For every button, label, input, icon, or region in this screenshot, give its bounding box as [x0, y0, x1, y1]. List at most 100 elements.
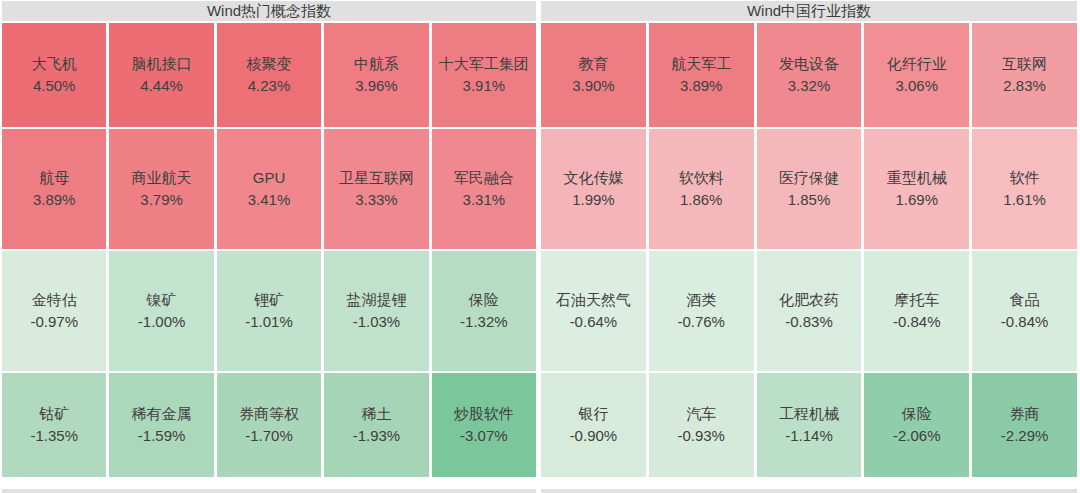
heatmap-cell[interactable]: 石油天然气-0.64%	[541, 251, 646, 371]
cell-label: GPU	[253, 167, 286, 189]
heatmap-cell[interactable]: 稀土-1.93%	[324, 373, 428, 477]
panel-china-industries: Wind中国行业指数 教育3.90%航天军工3.89%发电设备3.32%化纤行业…	[541, 1, 1077, 477]
cell-label: 酒类	[686, 289, 716, 311]
cell-value: 4.50%	[33, 75, 76, 97]
cell-value: 4.44%	[140, 75, 183, 97]
heatmap-cell[interactable]: 教育3.90%	[541, 23, 646, 127]
heatmap-cell[interactable]: 文化传媒1.99%	[541, 129, 646, 249]
cell-value: 3.89%	[680, 75, 723, 97]
heatmap-cell[interactable]: 航天军工3.89%	[649, 23, 754, 127]
cell-label: 卫星互联网	[339, 167, 414, 189]
heatmap-cell[interactable]: 券商等权-1.70%	[217, 373, 321, 477]
heatmap-row: 航母3.89%商业航天3.79%GPU3.41%卫星互联网3.33%军民融合3.…	[2, 129, 536, 249]
heatmap-row: 钴矿-1.35%稀有金属-1.59%券商等权-1.70%稀土-1.93%炒股软件…	[2, 373, 536, 477]
heatmap-cell[interactable]: 军民融合3.31%	[432, 129, 536, 249]
cell-label: 十大军工集团	[439, 53, 529, 75]
cell-value: -0.83%	[785, 311, 833, 333]
heatmap-cell[interactable]: 炒股软件-3.07%	[432, 373, 536, 477]
heatmap-cell[interactable]: 互联网2.83%	[972, 23, 1077, 127]
cell-value: -1.00%	[138, 311, 186, 333]
heatmap-row: 金特估-0.97%镍矿-1.00%锂矿-1.01%盐湖提锂-1.03%保险-1.…	[2, 251, 536, 371]
heatmap-cell[interactable]: 稀有金属-1.59%	[109, 373, 213, 477]
cell-value: -2.29%	[1001, 425, 1049, 447]
next-section-header-partial-left	[2, 489, 536, 493]
cell-value: 3.89%	[33, 189, 76, 211]
heatmap-row: 石油天然气-0.64%酒类-0.76%化肥农药-0.83%摩托车-0.84%食品…	[541, 251, 1077, 371]
panel-title-hot-concepts: Wind热门概念指数	[2, 1, 536, 21]
heatmap-cell[interactable]: 银行-0.90%	[541, 373, 646, 477]
cell-label: 脑机接口	[132, 53, 192, 75]
cell-value: 1.99%	[572, 189, 615, 211]
cell-label: 券商	[1010, 403, 1040, 425]
cell-value: -0.64%	[570, 311, 618, 333]
cell-label: 工程机械	[779, 403, 839, 425]
heatmap-cell[interactable]: 保险-1.32%	[432, 251, 536, 371]
cell-label: 大飞机	[32, 53, 77, 75]
cell-label: 锂矿	[254, 289, 284, 311]
cell-value: 1.86%	[680, 189, 723, 211]
heatmap-row: 银行-0.90%汽车-0.93%工程机械-1.14%保险-2.06%券商-2.2…	[541, 373, 1077, 477]
cell-label: 盐湖提锂	[346, 289, 406, 311]
heatmap-cell[interactable]: 金特估-0.97%	[2, 251, 106, 371]
heatmap-cell[interactable]: 券商-2.29%	[972, 373, 1077, 477]
heatmap-board: Wind热门概念指数 大飞机4.50%脑机接口4.44%核聚变4.23%中航系3…	[0, 0, 1080, 493]
heatmap-cell[interactable]: 卫星互联网3.33%	[324, 129, 428, 249]
heatmap-cell[interactable]: 摩托车-0.84%	[864, 251, 969, 371]
cell-label: 中航系	[354, 53, 399, 75]
cell-label: 软饮料	[679, 167, 724, 189]
cell-value: -1.59%	[138, 425, 186, 447]
heatmap-cell[interactable]: 软饮料1.86%	[649, 129, 754, 249]
cell-label: 软件	[1010, 167, 1040, 189]
cell-value: -0.97%	[30, 311, 78, 333]
heatmap-cell[interactable]: 核聚变4.23%	[217, 23, 321, 127]
cell-value: -1.32%	[460, 311, 508, 333]
cell-label: 券商等权	[239, 403, 299, 425]
cell-label: 航母	[39, 167, 69, 189]
cell-label: 文化传媒	[563, 167, 623, 189]
heatmap-cell[interactable]: 保险-2.06%	[864, 373, 969, 477]
cell-label: 钴矿	[39, 403, 69, 425]
cell-value: -1.93%	[353, 425, 401, 447]
cell-label: 医疗保健	[779, 167, 839, 189]
heatmap-cell[interactable]: 食品-0.84%	[972, 251, 1077, 371]
heatmap-cell[interactable]: 脑机接口4.44%	[109, 23, 213, 127]
heatmap-grid-china-industries: 教育3.90%航天军工3.89%发电设备3.32%化纤行业3.06%互联网2.8…	[541, 23, 1077, 477]
cell-label: 汽车	[686, 403, 716, 425]
cell-label: 军民融合	[454, 167, 514, 189]
cell-value: 3.32%	[788, 75, 831, 97]
heatmap-cell[interactable]: 酒类-0.76%	[649, 251, 754, 371]
cell-label: 商业航天	[132, 167, 192, 189]
heatmap-cell[interactable]: 商业航天3.79%	[109, 129, 213, 249]
cell-label: 保险	[902, 403, 932, 425]
cell-value: 2.83%	[1003, 75, 1046, 97]
cell-value: 3.33%	[355, 189, 398, 211]
cell-value: 1.85%	[788, 189, 831, 211]
cell-label: 发电设备	[779, 53, 839, 75]
heatmap-grid-hot-concepts: 大飞机4.50%脑机接口4.44%核聚变4.23%中航系3.96%十大军工集团3…	[2, 23, 536, 477]
heatmap-cell[interactable]: 中航系3.96%	[324, 23, 428, 127]
cell-value: 3.41%	[248, 189, 291, 211]
cell-value: -0.84%	[1001, 311, 1049, 333]
heatmap-cell[interactable]: 镍矿-1.00%	[109, 251, 213, 371]
heatmap-cell[interactable]: 医疗保健1.85%	[757, 129, 862, 249]
cell-value: 4.23%	[248, 75, 291, 97]
cell-value: -1.01%	[245, 311, 293, 333]
heatmap-cell[interactable]: 化纤行业3.06%	[864, 23, 969, 127]
heatmap-cell[interactable]: 盐湖提锂-1.03%	[324, 251, 428, 371]
heatmap-cell[interactable]: 汽车-0.93%	[649, 373, 754, 477]
cell-value: 3.79%	[140, 189, 183, 211]
cell-label: 教育	[578, 53, 608, 75]
heatmap-cell[interactable]: 十大军工集团3.91%	[432, 23, 536, 127]
heatmap-cell[interactable]: 钴矿-1.35%	[2, 373, 106, 477]
heatmap-cell[interactable]: 化肥农药-0.83%	[757, 251, 862, 371]
heatmap-cell[interactable]: 软件1.61%	[972, 129, 1077, 249]
panel-hot-concepts: Wind热门概念指数 大飞机4.50%脑机接口4.44%核聚变4.23%中航系3…	[2, 1, 536, 477]
heatmap-cell[interactable]: 工程机械-1.14%	[757, 373, 862, 477]
heatmap-cell[interactable]: 重型机械1.69%	[864, 129, 969, 249]
heatmap-cell[interactable]: 大飞机4.50%	[2, 23, 106, 127]
heatmap-cell[interactable]: 发电设备3.32%	[757, 23, 862, 127]
heatmap-cell[interactable]: 锂矿-1.01%	[217, 251, 321, 371]
heatmap-cell[interactable]: 航母3.89%	[2, 129, 106, 249]
cell-label: 金特估	[32, 289, 77, 311]
heatmap-cell[interactable]: GPU3.41%	[217, 129, 321, 249]
